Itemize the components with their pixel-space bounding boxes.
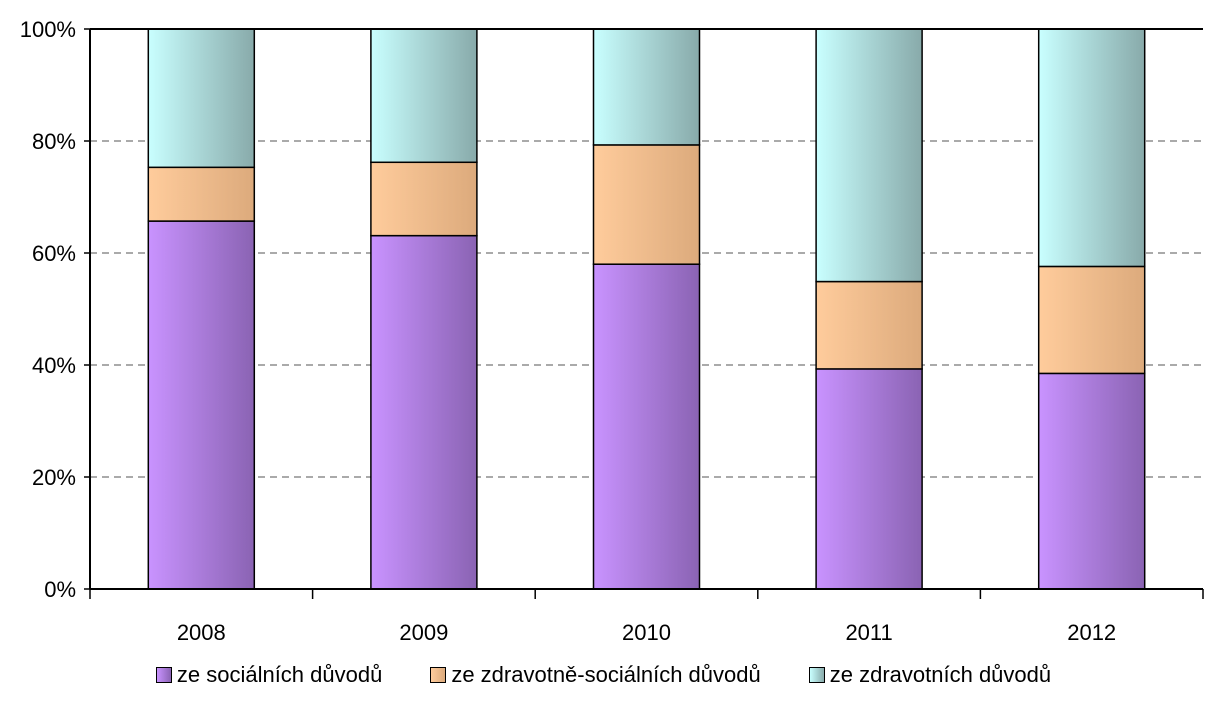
axes: [89, 28, 1203, 590]
legend-swatch: [155, 667, 172, 683]
bar-segment-2010-1: [592, 263, 701, 590]
bar-segment-2011-1: [815, 368, 923, 590]
bar-segment-2008-1: [147, 220, 256, 590]
bar-segment-2011-2: [815, 280, 923, 370]
bar-segment-2012-1: [1037, 372, 1146, 590]
legend: ze sociálních důvodů ze zdravotně-sociáln…: [0, 662, 1207, 688]
bar-segment-2008-3: [147, 28, 256, 169]
x-axis-ticks: 2008 2009 2010 2011 2012: [89, 589, 1204, 645]
y-tick-label: 100%: [20, 17, 76, 42]
bar-segment-2009-1: [370, 234, 478, 590]
bar-segment-2009-3: [370, 28, 478, 164]
legend-swatch: [808, 667, 825, 683]
x-tick-label: 2010: [622, 620, 671, 645]
legend-label: ze zdravotně-sociálních důvodů: [451, 662, 761, 687]
bar-segment-2011-3: [815, 28, 923, 283]
y-tick-label: 60%: [32, 241, 76, 266]
legend-label: ze sociálních důvodů: [176, 662, 383, 687]
x-tick-label: 2008: [177, 620, 226, 645]
x-tick-label: 2011: [845, 620, 892, 645]
y-tick-label: 40%: [32, 353, 76, 378]
y-axis-ticks: 0% 20% 40% 60% 80% 100%: [20, 17, 90, 602]
bar-segment-2012-2: [1037, 265, 1146, 375]
bars: [147, 28, 1146, 590]
bar-segment-2012-3: [1037, 28, 1146, 268]
bar-segment-2008-2: [147, 166, 256, 222]
bar-segment-2010-3: [592, 28, 701, 146]
y-tick-label: 80%: [32, 129, 76, 154]
legend-item: ze sociálních důvodů: [155, 662, 383, 688]
legend-item: ze zdravotních důvodů: [808, 662, 1052, 688]
bar-segment-2009-2: [370, 161, 478, 237]
y-tick-label: 0%: [44, 577, 76, 602]
legend-item: ze zdravotně-sociálních důvodů: [430, 662, 761, 688]
legend-swatch: [430, 667, 447, 683]
bar-segment-2010-2: [592, 144, 701, 265]
y-tick-label: 20%: [32, 465, 76, 490]
x-tick-label: 2009: [399, 620, 448, 645]
stacked-bar-chart: 0% 20% 40% 60% 80% 100% 2008 2009 2010 2011 2012: [20, 17, 1204, 645]
x-tick-label: 2012: [1067, 620, 1116, 645]
legend-label: ze zdravotních důvodů: [829, 662, 1052, 687]
